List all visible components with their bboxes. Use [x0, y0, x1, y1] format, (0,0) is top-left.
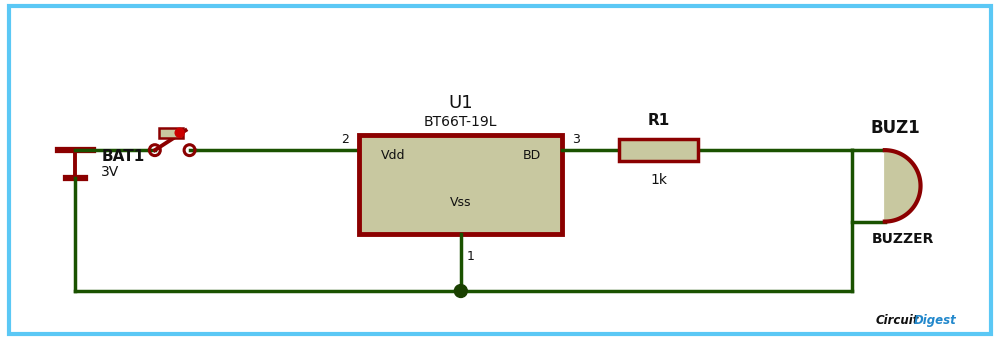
Circle shape — [175, 128, 184, 137]
Bar — [359, 135, 562, 235]
Text: R1: R1 — [648, 113, 670, 128]
Bar — [619, 139, 698, 161]
Text: 3V: 3V — [101, 165, 120, 179]
Text: BUZ1: BUZ1 — [871, 119, 920, 137]
Text: BAT1: BAT1 — [101, 149, 145, 164]
Text: Digest: Digest — [913, 314, 956, 327]
Text: Vss: Vss — [450, 196, 472, 209]
Text: U1: U1 — [449, 94, 473, 112]
Text: BUZZER: BUZZER — [871, 233, 934, 246]
Text: 1: 1 — [467, 250, 475, 264]
Text: 1k: 1k — [650, 173, 667, 187]
Polygon shape — [885, 150, 921, 222]
Text: 3: 3 — [572, 133, 580, 146]
Text: BT66T-19L: BT66T-19L — [424, 115, 498, 130]
Circle shape — [454, 285, 467, 298]
Bar — [159, 128, 183, 138]
Text: 2: 2 — [341, 133, 349, 146]
Text: Circuit: Circuit — [875, 314, 919, 327]
Text: Vdd: Vdd — [381, 149, 405, 162]
Text: BD: BD — [522, 149, 541, 162]
